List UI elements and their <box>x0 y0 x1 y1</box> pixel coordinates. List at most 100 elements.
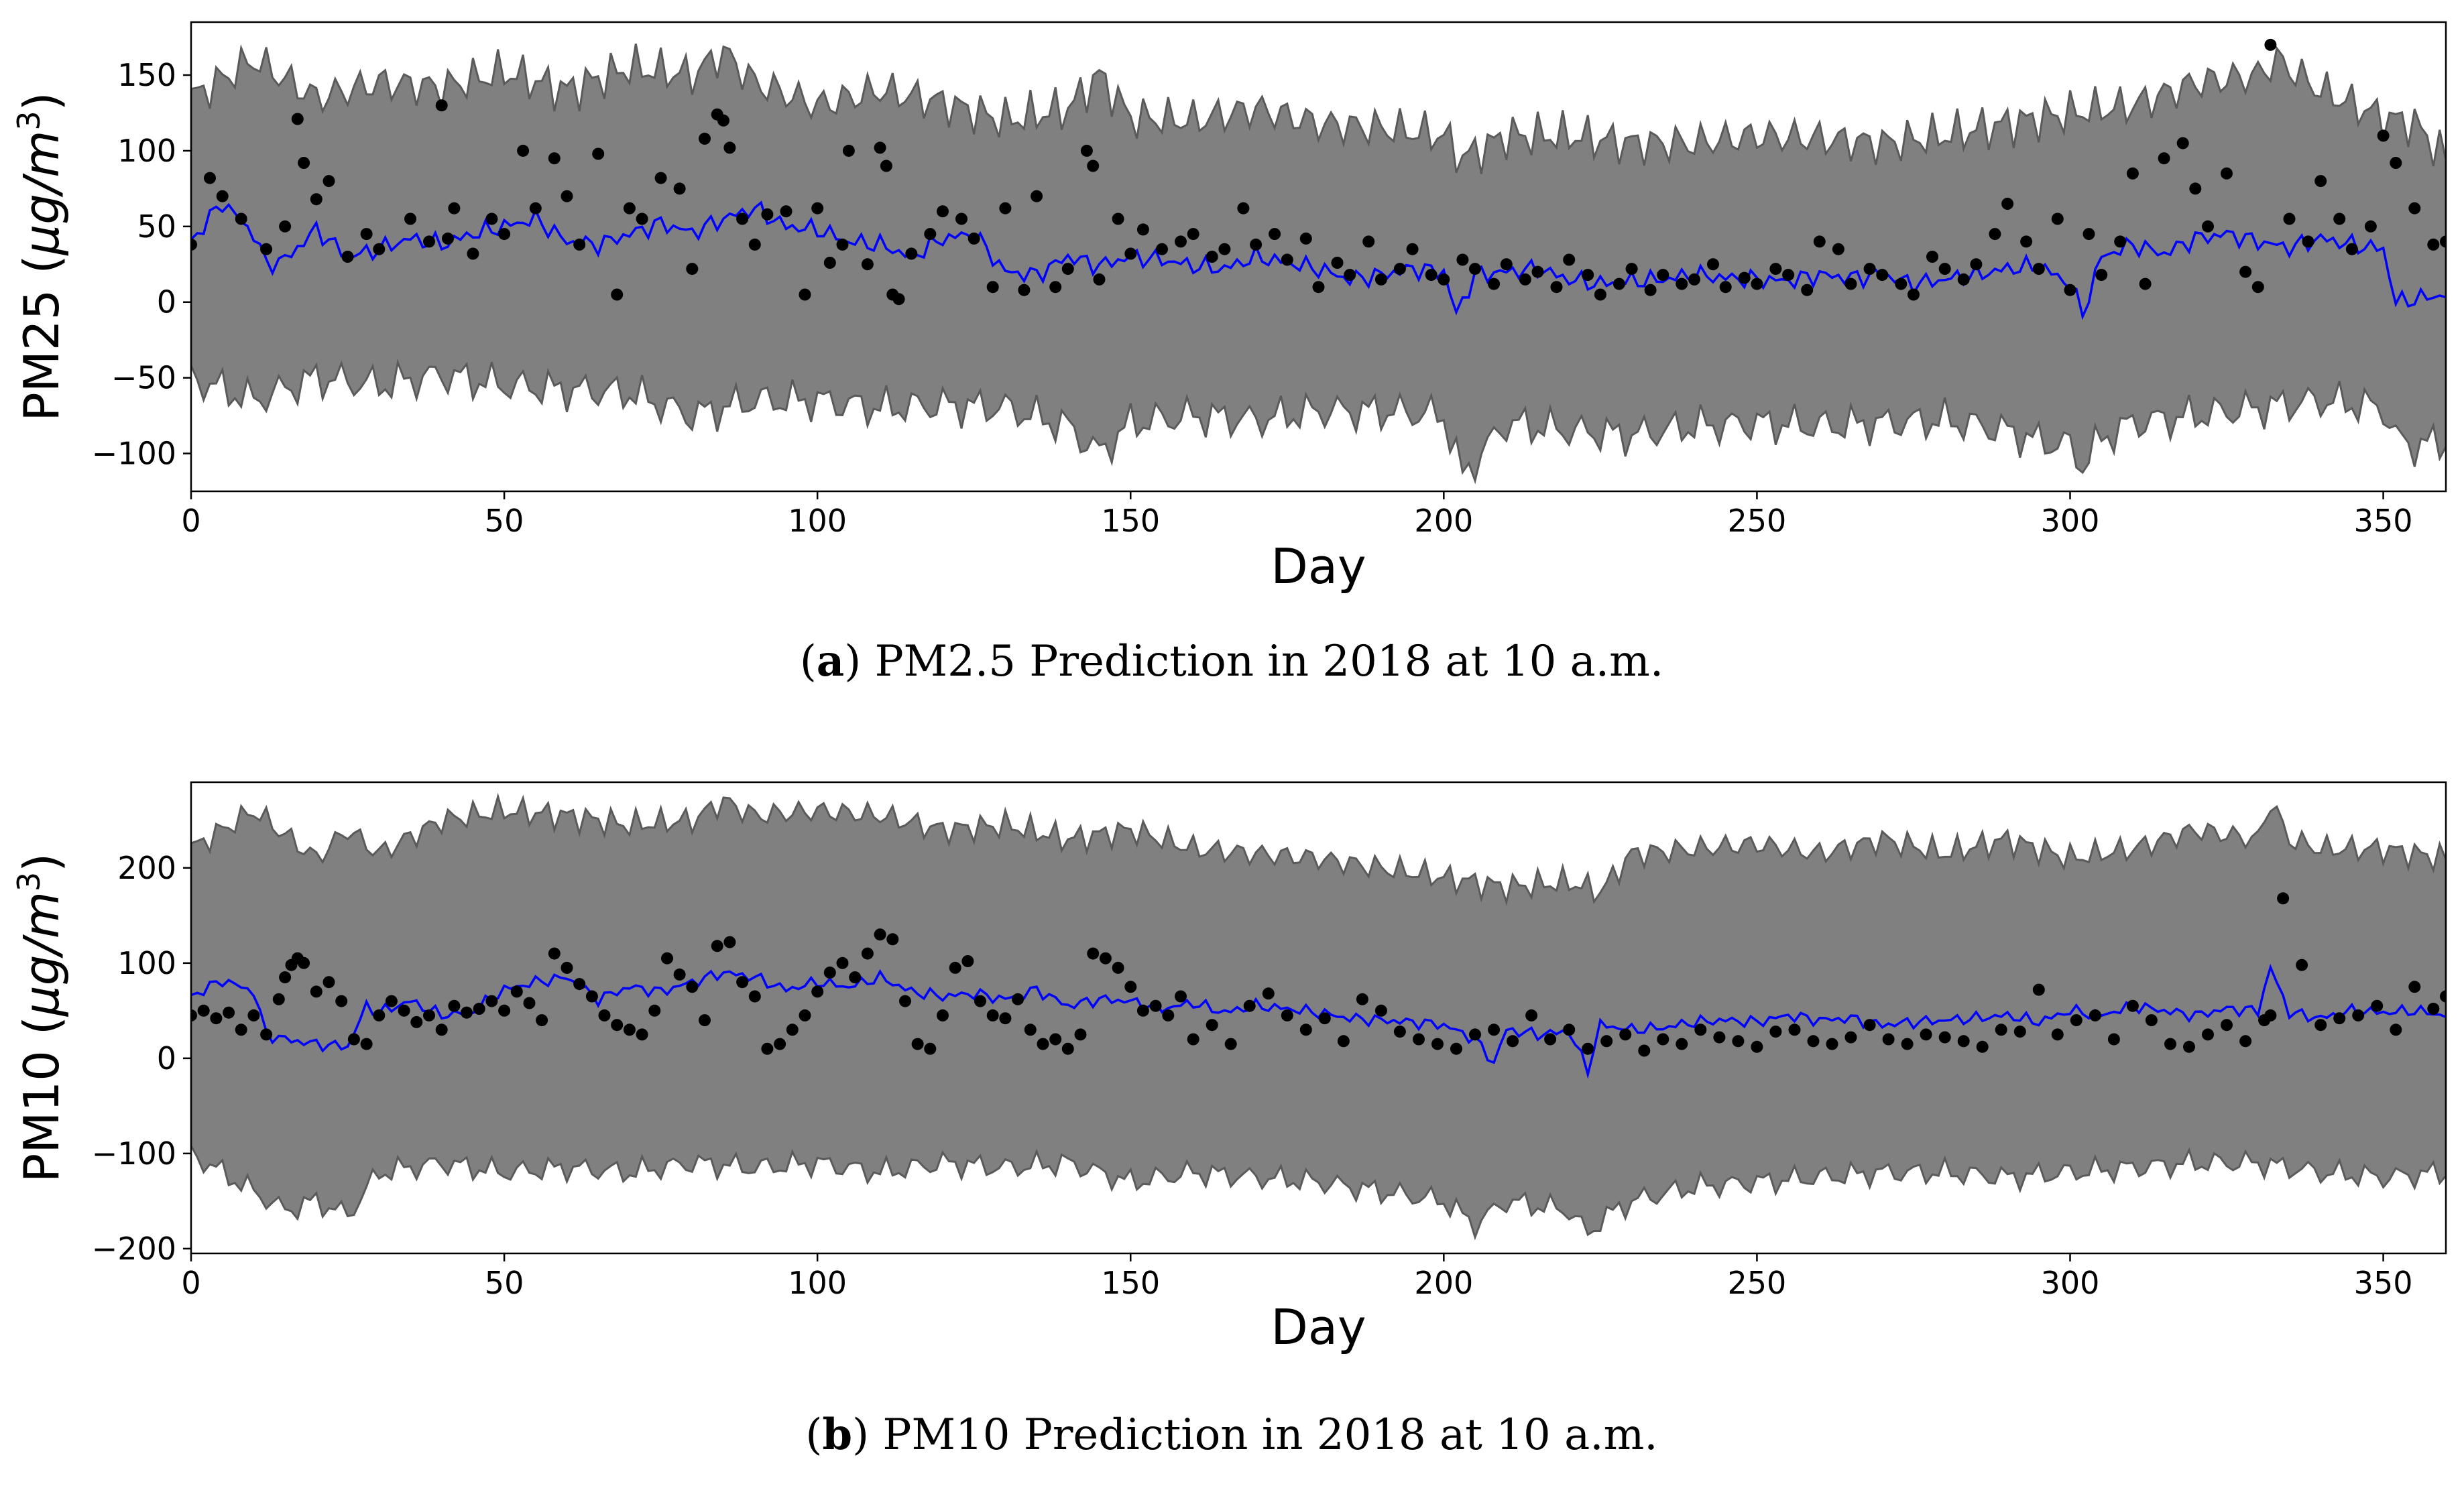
observed-point <box>223 1006 235 1019</box>
observed-point <box>1469 1028 1481 1041</box>
observed-point <box>2139 277 2152 290</box>
observed-point <box>2221 1019 2233 1032</box>
observed-point <box>1901 1038 1914 1050</box>
observed-point <box>842 144 855 157</box>
observed-point <box>204 172 216 184</box>
observed-point <box>1644 284 1657 296</box>
observed-point <box>360 228 373 241</box>
observed-point <box>2051 212 2064 225</box>
observed-point <box>1049 1033 1062 1046</box>
observed-point <box>410 1015 423 1028</box>
observed-point <box>1751 277 1763 290</box>
y-axis-label: PM25 (μg/m3) <box>11 92 70 421</box>
observed-point <box>435 1024 448 1036</box>
observed-point <box>774 1038 786 1050</box>
observed-point <box>1431 1038 1444 1050</box>
prediction-line <box>191 963 2446 1079</box>
observed-point <box>216 190 229 202</box>
observed-point <box>461 1006 473 1019</box>
plot-area <box>191 38 2446 485</box>
observed-point <box>874 141 886 154</box>
y-tick-label: −50 <box>111 360 176 396</box>
observed-point <box>360 1038 373 1050</box>
y-tick-label: 0 <box>157 1040 176 1076</box>
observed-point <box>2064 284 2076 296</box>
observed-point <box>1299 1024 1312 1036</box>
observed-point <box>592 147 605 160</box>
observed-point <box>1281 253 1293 266</box>
observed-point <box>937 205 949 218</box>
observed-point <box>2333 1012 2346 1025</box>
observed-point <box>1206 1019 1218 1032</box>
y-axis-label-part: 3 <box>11 872 47 891</box>
observed-point <box>561 190 573 202</box>
observed-point <box>2377 129 2390 142</box>
caption-close: ) <box>844 637 874 686</box>
observed-point <box>473 1003 485 1015</box>
observed-point <box>2221 167 2233 180</box>
observed-point <box>1638 1044 1651 1057</box>
chart-panel-a: 0 50 100 150 200 250 300 350 −100 −50 0 50 100 150 Day… <box>11 21 2447 686</box>
observed-point <box>1393 263 1406 275</box>
observed-point <box>373 1009 386 1021</box>
y-axis-label-part: ( <box>13 1016 70 1035</box>
x-tick-label: 0 <box>181 1265 200 1301</box>
observed-point <box>1957 1035 1970 1048</box>
observed-point <box>1024 1024 1037 1036</box>
observed-point <box>1243 999 1256 1012</box>
observed-point <box>322 175 335 188</box>
observed-point <box>1337 1035 1350 1048</box>
observed-point <box>836 238 849 251</box>
caption-letter: b <box>822 1410 852 1460</box>
x-tick-label: 250 <box>1728 503 1787 539</box>
observed-point <box>1206 251 1218 263</box>
observed-point <box>1012 993 1024 1005</box>
observed-point <box>1707 258 1719 271</box>
observed-point <box>1218 243 1231 255</box>
observed-point <box>2345 243 2358 255</box>
observed-point <box>272 993 285 1005</box>
observed-point <box>1782 269 1795 282</box>
observed-point <box>448 202 461 214</box>
observed-point <box>1676 277 1688 290</box>
observed-point <box>1061 1042 1074 1055</box>
observed-point <box>2032 983 2045 996</box>
observed-point <box>448 999 461 1012</box>
observed-point <box>1844 277 1857 290</box>
observed-point <box>899 995 911 1007</box>
observed-point <box>1488 1024 1501 1036</box>
observed-point <box>1406 243 1419 255</box>
observed-point <box>191 1009 197 1021</box>
observed-point <box>1519 273 1531 286</box>
observed-point <box>341 251 354 263</box>
caption-close: ) <box>852 1410 882 1460</box>
y-axis-label-part: ( <box>13 255 70 274</box>
y-axis-label-part: μ <box>13 985 70 1017</box>
observed-point <box>260 243 273 255</box>
observed-point <box>2001 198 2014 210</box>
observed-point <box>536 1014 548 1027</box>
observed-point <box>636 212 648 225</box>
observed-point <box>654 172 667 184</box>
observed-point <box>2314 1019 2327 1032</box>
observed-point <box>1863 263 1876 275</box>
plot-area <box>191 792 2446 1241</box>
y-tick-label: −100 <box>92 436 176 472</box>
observed-point <box>723 936 736 948</box>
observed-point <box>880 160 892 172</box>
observed-point <box>780 205 793 218</box>
observed-point <box>517 144 530 157</box>
observed-point <box>1362 235 1375 248</box>
observed-point <box>2051 1028 2064 1041</box>
observed-point <box>1175 990 1187 1003</box>
observed-point <box>2427 1003 2440 1015</box>
y-axis-label-part: μ <box>13 225 70 256</box>
observed-point <box>1826 1038 1838 1050</box>
observed-point <box>1920 1028 1932 1041</box>
y-axis-label: PM10 (μg/m3) <box>11 853 70 1182</box>
observed-point <box>1425 269 1438 282</box>
observed-point <box>1657 1033 1669 1046</box>
observed-point <box>485 995 498 1007</box>
observed-point <box>986 281 999 294</box>
observed-point <box>836 956 849 969</box>
